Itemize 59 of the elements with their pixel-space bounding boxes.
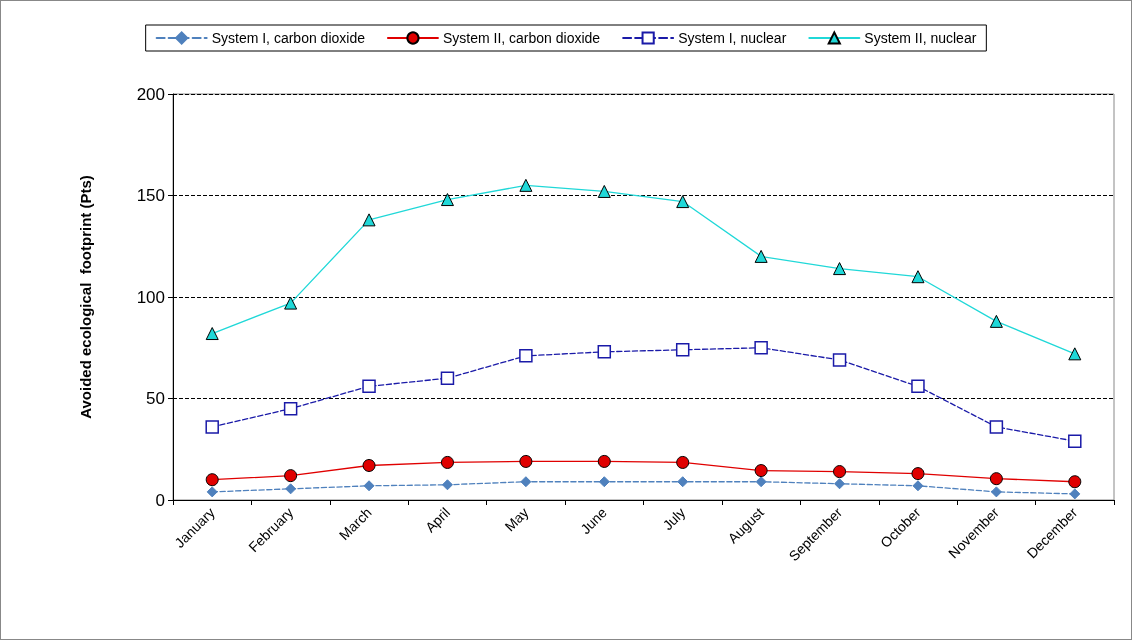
point	[677, 476, 689, 488]
x-tick-label: July	[659, 504, 689, 534]
legend-label: System I, nuclear	[678, 30, 787, 46]
point	[284, 296, 298, 310]
point	[440, 455, 454, 469]
point	[206, 486, 218, 498]
point	[440, 371, 455, 385]
point	[676, 195, 690, 209]
point	[362, 379, 376, 394]
point	[1068, 434, 1082, 448]
point	[597, 345, 612, 359]
point	[989, 420, 1004, 434]
point	[832, 353, 847, 367]
point	[363, 480, 375, 492]
y-tick-label: 0	[155, 490, 165, 510]
point	[1069, 488, 1081, 500]
point	[205, 420, 219, 434]
point	[1068, 347, 1082, 361]
point	[754, 341, 768, 355]
point	[519, 454, 533, 468]
point	[989, 472, 1003, 486]
point	[205, 327, 219, 341]
point	[283, 401, 298, 416]
point	[833, 262, 847, 276]
point	[911, 270, 925, 284]
point	[676, 455, 690, 469]
point	[675, 343, 690, 357]
point	[911, 379, 925, 394]
point	[205, 473, 219, 487]
point	[754, 249, 768, 263]
point	[284, 469, 298, 483]
point	[989, 314, 1003, 328]
y-tick-label: 50	[146, 389, 165, 408]
point	[755, 476, 767, 488]
point	[597, 454, 611, 468]
point	[519, 349, 533, 363]
point	[598, 476, 610, 488]
point	[520, 476, 532, 488]
point	[754, 464, 768, 478]
point	[990, 486, 1002, 498]
point	[362, 213, 376, 227]
point	[440, 193, 454, 207]
y-tick-label: 150	[136, 186, 165, 205]
legend-label: System II, carbon dioxide	[442, 30, 601, 46]
point	[911, 467, 925, 481]
point	[833, 465, 847, 479]
point	[519, 178, 533, 192]
legend-label: System II, nuclear	[864, 30, 977, 46]
point	[912, 480, 924, 492]
point	[362, 458, 376, 472]
legend-label: System I, carbon dioxide	[211, 30, 366, 46]
y-tick-label: 100	[136, 287, 165, 307]
point	[441, 479, 453, 491]
y-tick-label: 200	[136, 84, 165, 104]
y-axis-title: Avoided ecological footprint (Pts)	[77, 175, 94, 419]
point	[834, 478, 846, 490]
point	[285, 483, 297, 495]
point	[597, 184, 611, 198]
point	[1068, 475, 1082, 489]
